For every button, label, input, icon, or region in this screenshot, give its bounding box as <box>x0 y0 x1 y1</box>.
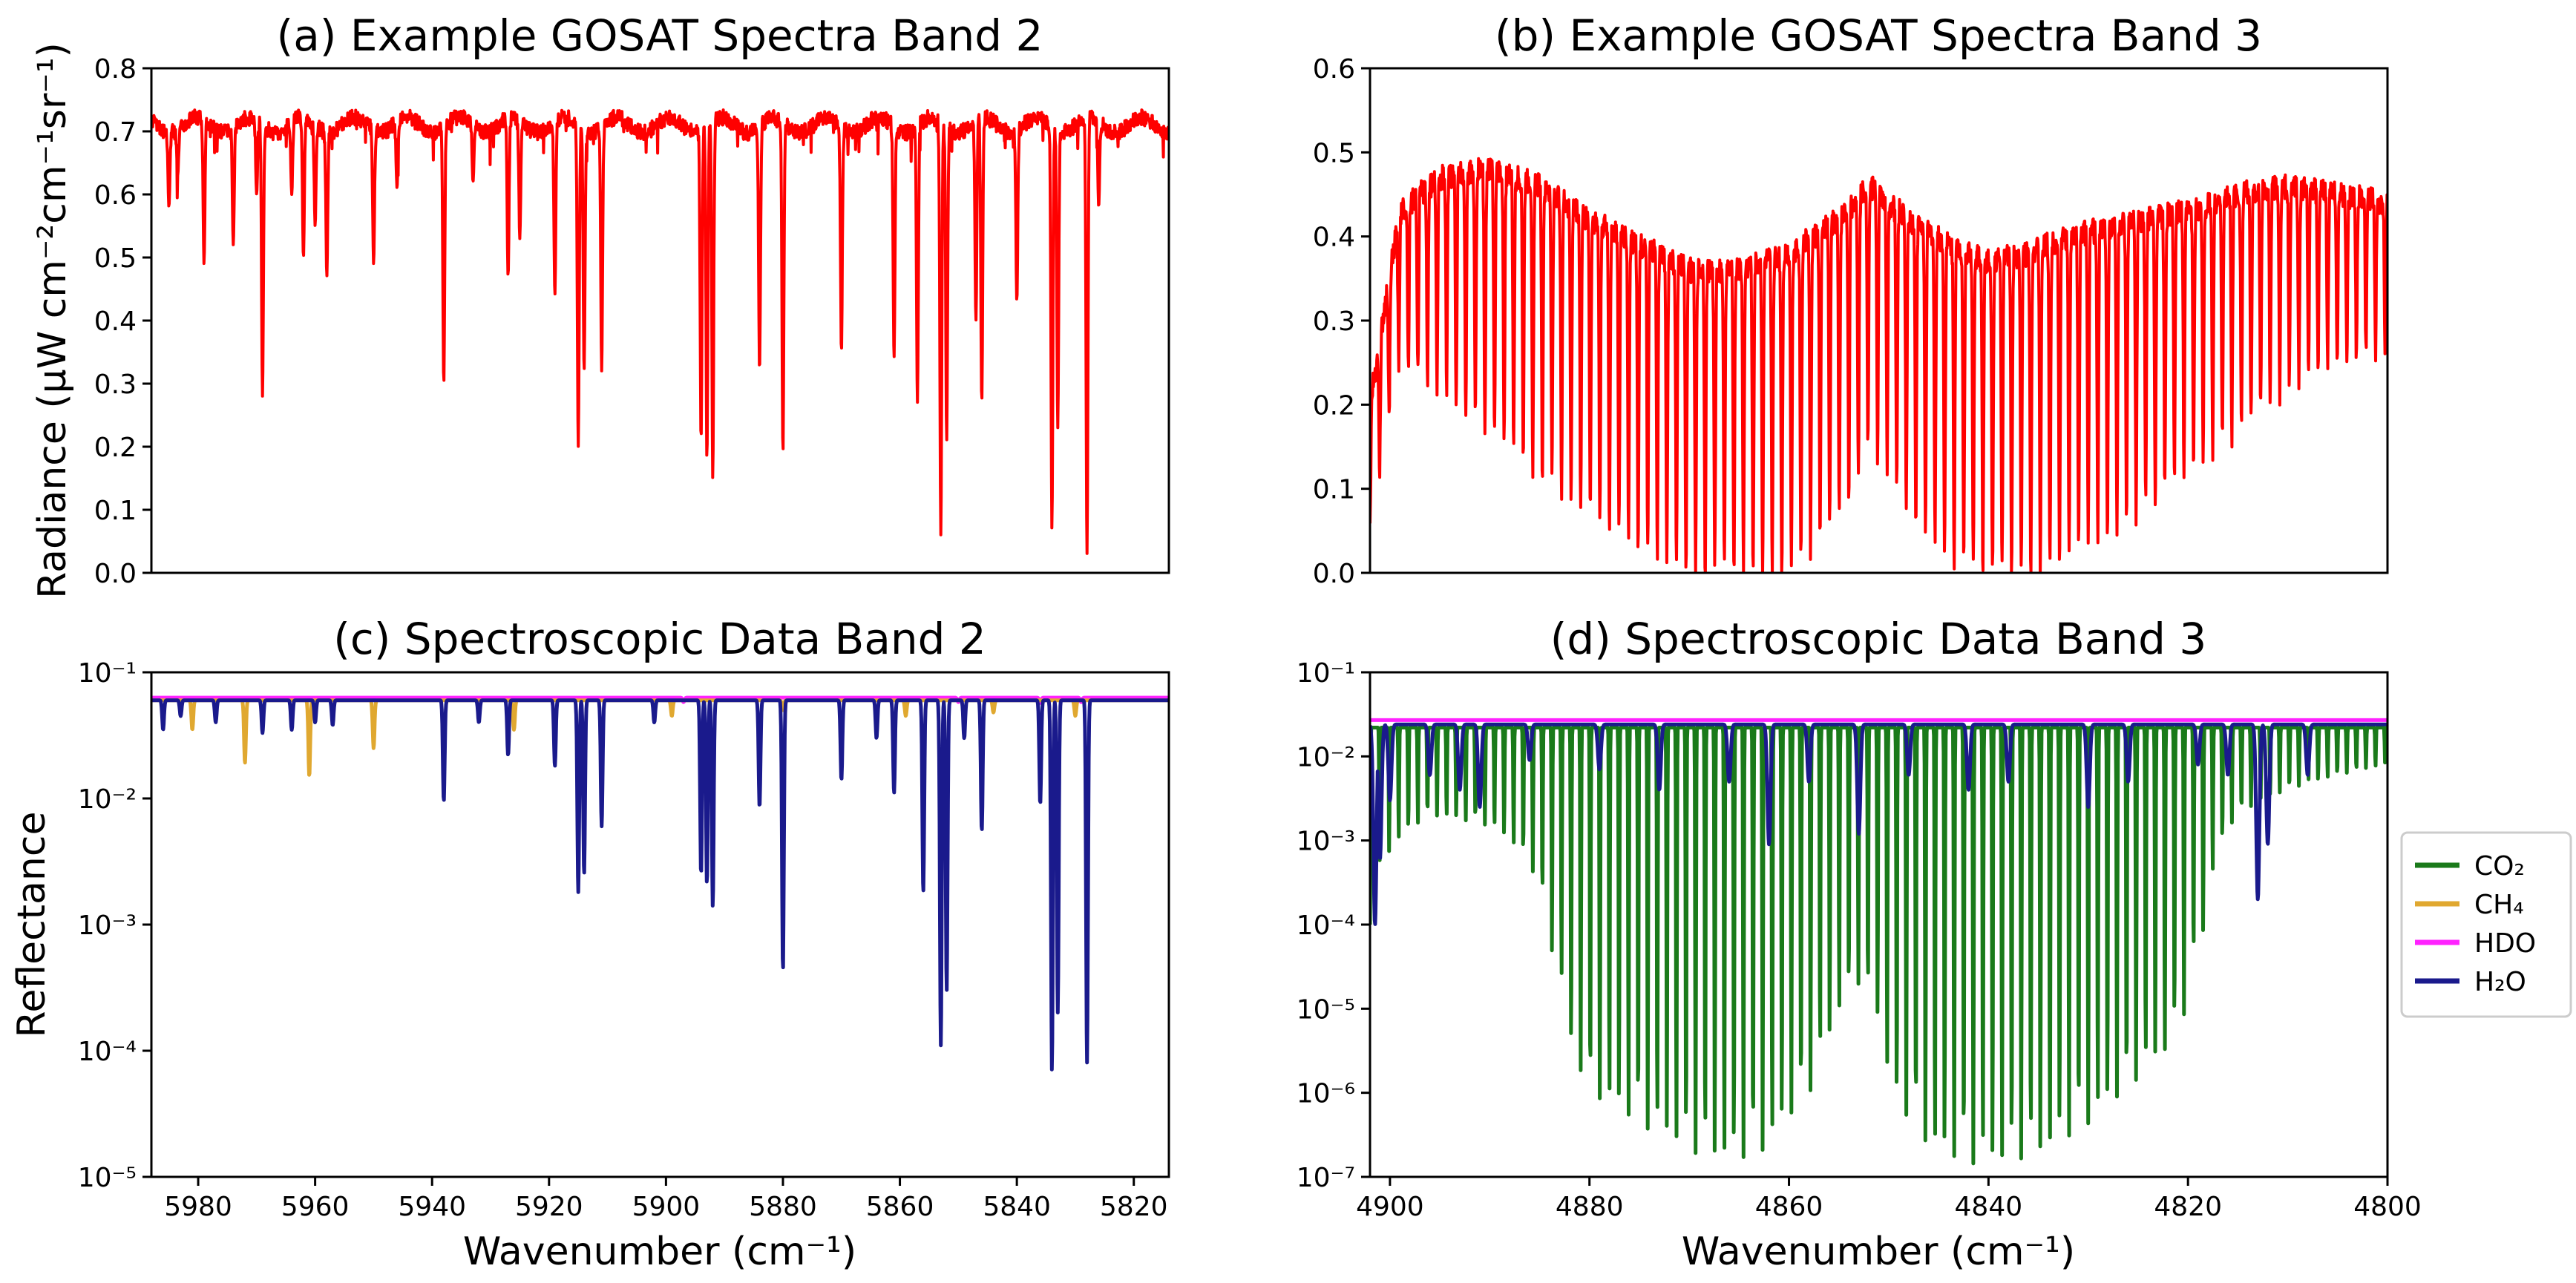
y-tick-label: 0.2 <box>1313 390 1355 421</box>
legend-box <box>2400 831 2572 1018</box>
top-ylabel: Radiance (μW cm⁻²cm⁻¹sr⁻¹) <box>30 42 75 599</box>
x-tick-label: 4840 <box>1955 1192 2023 1222</box>
x-tick-label: 4880 <box>1556 1192 1624 1222</box>
y-tick-label: 0.3 <box>94 370 137 400</box>
x-tick-label: 5840 <box>983 1192 1051 1222</box>
y-tick-label: 0.2 <box>94 433 137 463</box>
y-tick-label: 0.0 <box>94 559 137 589</box>
series-c-ch <box>151 698 1169 777</box>
panel-b: (b) Example GOSAT Spectra Band 3 0.00.10… <box>1313 10 2389 589</box>
series-d-co <box>1370 726 2387 1166</box>
y-tick-label: 0.1 <box>94 496 137 526</box>
y-tick-label: 0.5 <box>1313 138 1355 168</box>
y-tick-label: 0.4 <box>94 306 137 337</box>
panel-b-frame <box>1369 67 2389 574</box>
y-tick-label: 0.0 <box>1313 559 1355 589</box>
x-tick-label: 5900 <box>632 1192 701 1222</box>
panel-a-title: (a) Example GOSAT Spectra Band 2 <box>277 10 1043 61</box>
x-tick-label: 5940 <box>398 1192 466 1222</box>
y-tick-label: 0.4 <box>1313 223 1355 253</box>
panel-d-title: (d) Spectroscopic Data Band 3 <box>1550 614 2207 664</box>
legend-label: HDO <box>2474 928 2536 959</box>
panel-d-frame <box>1369 671 2389 1178</box>
panel-c-ticks: 10⁻⁵ 10⁻⁴ 10⁻³ 10⁻² 10⁻¹ 5980 5960 5940 5920 5900… <box>78 658 1168 1222</box>
panel-d-plot-area <box>1370 718 2387 1166</box>
y-tick-label: 10⁻¹ <box>78 658 137 689</box>
y-tick-label: 10⁻² <box>1297 742 1355 772</box>
panel-b-y-ticks: 0.0 0.1 0.2 0.3 0.4 0.5 0.6 <box>1313 54 1370 589</box>
panel-d-xlabel: Wavenumber (cm⁻¹) <box>1682 1230 2075 1274</box>
panel-a: (a) Example GOSAT Spectra Band 2 0.00.10… <box>94 10 1170 589</box>
y-tick-label: 0.1 <box>1313 475 1355 505</box>
series-b-radiance <box>1370 157 2387 573</box>
series-c-ho <box>151 698 1169 1072</box>
legend-label: H₂O <box>2474 967 2526 997</box>
y-tick-label: 10⁻⁶ <box>1297 1079 1355 1109</box>
series-a-radiance <box>151 108 1169 555</box>
panel-b-title: (b) Example GOSAT Spectra Band 3 <box>1495 10 2262 61</box>
y-tick-label: 0.6 <box>94 180 137 211</box>
panel-d: (d) Spectroscopic Data Band 3 10⁻⁷10⁻⁶10… <box>1297 614 2422 1274</box>
y-tick-label: 0.6 <box>1313 54 1355 85</box>
x-tick-label: 5860 <box>866 1192 934 1222</box>
bottom-ylabel: Reflectance <box>10 812 54 1038</box>
panel-c-xlabel: Wavenumber (cm⁻¹) <box>463 1230 856 1274</box>
y-tick-label: 10⁻⁵ <box>1297 994 1355 1025</box>
y-tick-label: 0.5 <box>94 243 137 274</box>
x-tick-label: 5980 <box>164 1192 232 1222</box>
x-tick-label: 4900 <box>1356 1192 1424 1222</box>
x-tick-label: 4820 <box>2154 1192 2222 1222</box>
panel-c-title: (c) Spectroscopic Data Band 2 <box>333 614 986 664</box>
series-c-hdo <box>151 695 1169 705</box>
panel-d-ticks: 10⁻⁷ 10⁻⁶ 10⁻⁵ 10⁻⁴ 10⁻³ 10⁻² 10⁻¹ 4900 4880 4860… <box>1297 658 2422 1222</box>
x-tick-label: 4800 <box>2353 1192 2422 1222</box>
y-tick-label: 10⁻³ <box>78 910 137 941</box>
panel-c-frame <box>150 671 1170 1178</box>
y-tick-label: 10⁻⁵ <box>78 1163 137 1193</box>
y-tick-label: 0.3 <box>1313 306 1355 337</box>
y-tick-label: 0.8 <box>94 54 137 85</box>
panel-a-frame <box>150 67 1170 574</box>
panel-c-plot-area <box>151 695 1169 1072</box>
panel-b-plot-area <box>1370 157 2387 573</box>
y-tick-label: 10⁻⁴ <box>78 1037 137 1067</box>
x-tick-label: 5920 <box>515 1192 583 1222</box>
y-tick-label: 10⁻⁴ <box>1297 910 1355 941</box>
series-d-ho <box>1370 722 2387 926</box>
panel-a-y-ticks: 0.0 0.1 0.2 0.3 0.4 0.5 0.6 0.7 0.8 <box>94 54 151 589</box>
panel-c: (c) Spectroscopic Data Band 2 10⁻⁵10⁻⁴10… <box>78 614 1170 1274</box>
panel-a-plot-area <box>151 108 1169 555</box>
legend: CO₂ CH₄ HDO H₂O <box>2400 831 2572 1018</box>
y-tick-label: 10⁻³ <box>1297 827 1355 857</box>
legend-label: CO₂ <box>2474 851 2525 882</box>
x-tick-label: 5820 <box>1100 1192 1168 1222</box>
y-tick-label: 0.7 <box>94 117 137 148</box>
x-tick-label: 5880 <box>749 1192 817 1222</box>
legend-label: CH₄ <box>2474 890 2524 920</box>
y-tick-label: 10⁻¹ <box>1297 658 1355 689</box>
y-tick-label: 10⁻⁷ <box>1297 1163 1355 1193</box>
x-tick-label: 5960 <box>281 1192 350 1222</box>
y-tick-label: 10⁻² <box>78 784 137 815</box>
x-tick-label: 4860 <box>1755 1192 1823 1222</box>
